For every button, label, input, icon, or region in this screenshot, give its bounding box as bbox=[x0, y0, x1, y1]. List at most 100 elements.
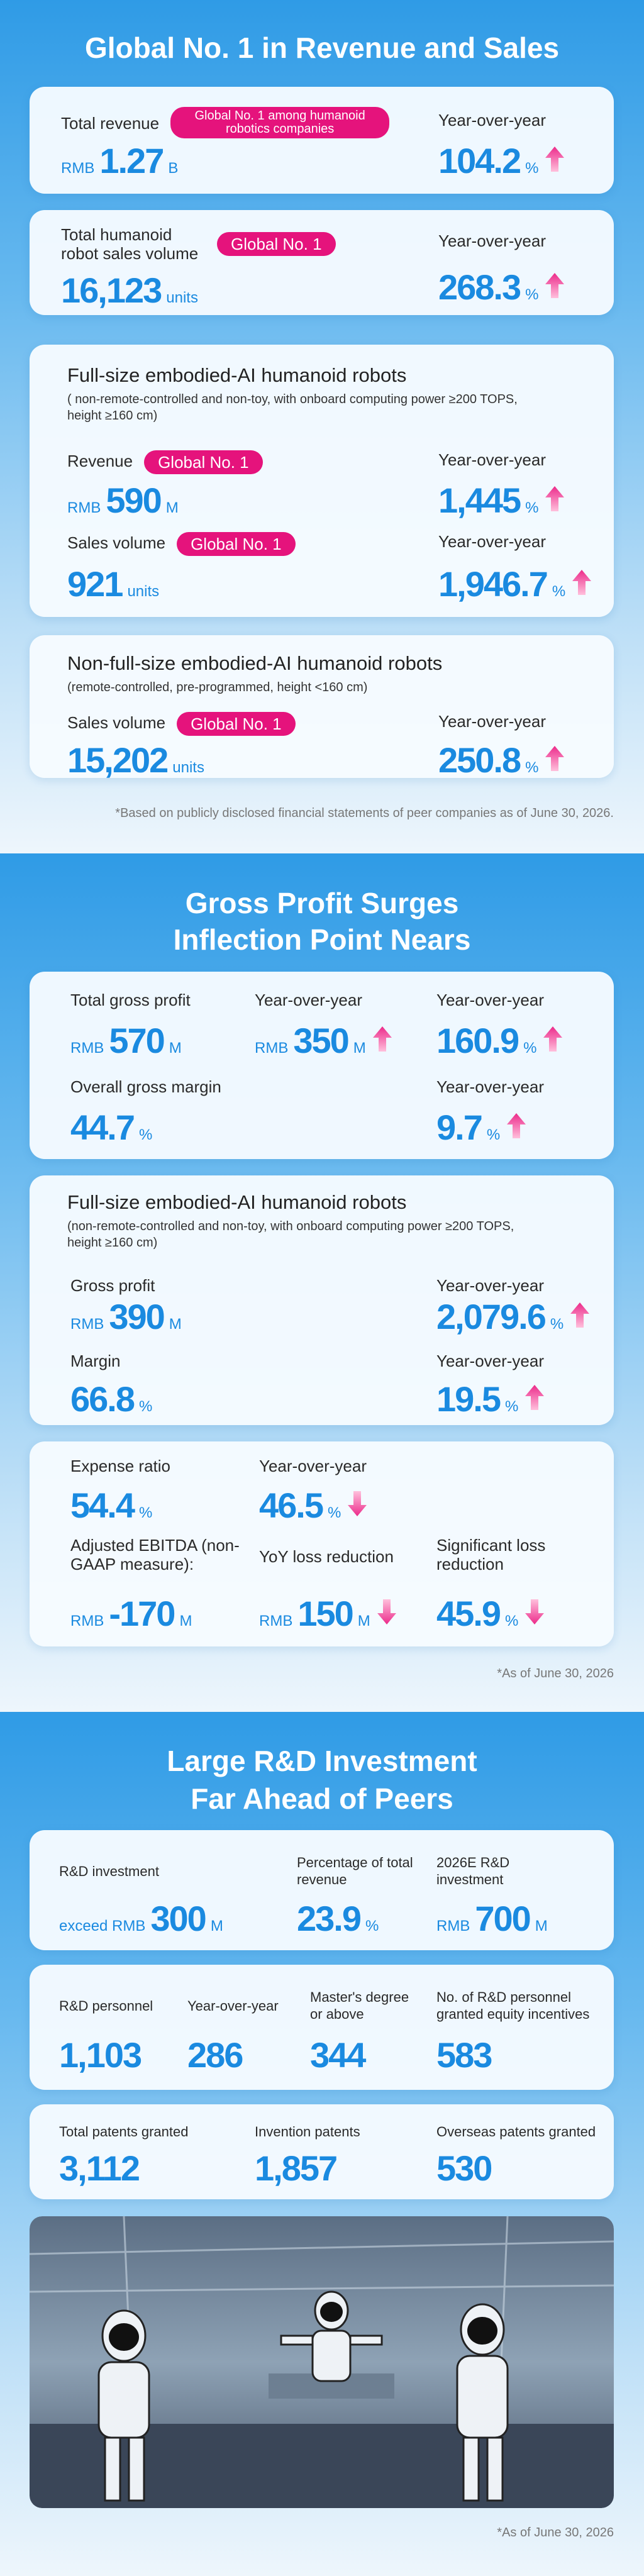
value-unit: units bbox=[172, 759, 204, 776]
arrow-up bbox=[570, 1302, 590, 1328]
value-prefix: exceed RMB bbox=[59, 1918, 146, 1935]
value-number: 1.27 bbox=[99, 141, 164, 180]
metric-label: Sales volume Global No. 1 bbox=[67, 712, 419, 736]
robot-photo bbox=[30, 2216, 614, 2508]
metric-value: RMB 350 M bbox=[255, 1020, 392, 1060]
label-text: Invention patents bbox=[255, 2124, 360, 2140]
value-unit: % bbox=[486, 1126, 501, 1143]
arrow-up bbox=[545, 486, 565, 511]
value-number: 54.4 bbox=[70, 1485, 135, 1525]
label-text: Total humanoid robot sales volume bbox=[61, 225, 199, 263]
card: R&D personnel 1,103 Year-over-year 286 Maste… bbox=[30, 1965, 614, 2090]
value-number: -170 bbox=[109, 1594, 175, 1633]
metric-label: Year-over-year bbox=[436, 1352, 606, 1370]
label-text: Year-over-year bbox=[438, 111, 547, 130]
value-number: 104.2 bbox=[438, 141, 521, 180]
value-unit: % bbox=[552, 583, 566, 600]
value-number: 23.9 bbox=[297, 1899, 362, 1938]
value-number: 46.5 bbox=[259, 1485, 324, 1525]
value-unit: % bbox=[139, 1398, 153, 1415]
metric-value: 15,202 units bbox=[67, 740, 204, 780]
metric-value: 66.8% bbox=[70, 1379, 153, 1419]
value-number: 3,112 bbox=[59, 2148, 140, 2188]
metric-label: Gross profit bbox=[70, 1276, 385, 1295]
value-prefix: RMB bbox=[70, 1040, 104, 1057]
footnote: *Based on publicly disclosed financial s… bbox=[115, 806, 614, 820]
card-subtitle: ( non-remote-controlled and non-toy, wit… bbox=[67, 392, 518, 423]
value-unit: units bbox=[166, 289, 198, 306]
label-text: Year-over-year bbox=[438, 532, 547, 551]
value-prefix: RMB bbox=[70, 1613, 104, 1629]
value-number: 66.8 bbox=[70, 1379, 135, 1419]
arrow-up bbox=[572, 570, 592, 595]
value-unit: % bbox=[525, 160, 539, 177]
metric-value: 286 bbox=[187, 2035, 243, 2075]
label-text: Expense ratio bbox=[70, 1457, 170, 1475]
label-text: Year-over-year bbox=[436, 991, 545, 1009]
value-number: 921 bbox=[67, 564, 123, 604]
metric-value: 344 bbox=[310, 2035, 366, 2075]
metric-value: 44.7% bbox=[70, 1107, 152, 1147]
label-text: Revenue bbox=[67, 451, 133, 470]
arrow-up bbox=[545, 273, 565, 298]
metric-label: Year-over-year bbox=[436, 1276, 606, 1295]
footnote: *As of June 30, 2026 bbox=[497, 1667, 614, 1680]
metric-value: RMB 570 M bbox=[70, 1020, 182, 1060]
metric-label: Margin bbox=[70, 1352, 385, 1370]
metric-value: 160.9% bbox=[436, 1020, 563, 1060]
metric-value: 9.7% bbox=[436, 1107, 526, 1147]
value-unit: % bbox=[525, 499, 539, 516]
metric-label: Year-over-year bbox=[438, 111, 608, 130]
metric-label: R&D investment bbox=[59, 1863, 185, 1880]
value-unit: M bbox=[169, 1316, 182, 1333]
metric-label: Year-over-year bbox=[438, 532, 608, 551]
card-subtitle: (non-remote-controlled and non-toy, with… bbox=[67, 1219, 514, 1250]
value-number: 16,123 bbox=[61, 270, 162, 310]
card-title: Non-full-size embodied-AI humanoid robot… bbox=[67, 652, 443, 674]
value-number: 19.5 bbox=[436, 1379, 501, 1419]
value-unit: % bbox=[139, 1504, 153, 1521]
value-number: 1,103 bbox=[59, 2035, 142, 2075]
value-unit: % bbox=[523, 1040, 537, 1057]
metric-value: 583 bbox=[436, 2035, 492, 2075]
arrow-down bbox=[377, 1599, 396, 1624]
metric-value: 250.8% bbox=[438, 740, 565, 780]
value-unit: M bbox=[179, 1613, 192, 1629]
label-text: Total revenue bbox=[61, 113, 160, 133]
metric-label: Total revenue Global No. 1 among humanoid… bbox=[61, 107, 426, 138]
metric-value: 3,112 bbox=[59, 2148, 140, 2188]
arrow-up bbox=[543, 1026, 563, 1052]
metric-value: RMB 590 M bbox=[67, 480, 179, 520]
value-prefix: RMB bbox=[67, 499, 101, 516]
label-text: Margin bbox=[70, 1352, 121, 1370]
value-unit: % bbox=[365, 1918, 379, 1935]
section-title: Inflection Point Nears bbox=[173, 923, 471, 956]
label-text: Overall gross margin bbox=[70, 1077, 221, 1096]
value-unit: % bbox=[505, 1613, 519, 1629]
metric-label: Overall gross margin bbox=[70, 1077, 385, 1096]
label-text: R&D personnel bbox=[59, 1998, 153, 2014]
arrow-up bbox=[372, 1026, 392, 1052]
value-unit: M bbox=[357, 1613, 370, 1629]
label-text: Master's degree or above bbox=[310, 1989, 409, 2022]
metric-label: Overseas patents granted bbox=[436, 2123, 613, 2140]
badge: Global No. 1 bbox=[177, 712, 296, 736]
badge: Global No. 1 bbox=[177, 532, 296, 556]
metric-label: 2026E R&D investment bbox=[436, 1854, 575, 1888]
label-text: Year-over-year bbox=[436, 1077, 545, 1096]
metric-label: Year-over-year bbox=[436, 991, 606, 1009]
metric-value: RMB 150 M bbox=[259, 1593, 397, 1633]
value-prefix: RMB bbox=[255, 1040, 289, 1057]
label-text: 2026E R&D investment bbox=[436, 1855, 510, 1887]
value-number: 1,946.7 bbox=[438, 564, 548, 604]
value-number: 286 bbox=[187, 2035, 243, 2075]
value-number: 583 bbox=[436, 2035, 492, 2075]
value-number: 9.7 bbox=[436, 1108, 483, 1147]
metric-label: Year-over-year bbox=[438, 231, 608, 250]
label-text: Significant loss reduction bbox=[436, 1536, 546, 1574]
metric-value: RMB -170 M bbox=[70, 1593, 192, 1633]
value-number: 700 bbox=[475, 1899, 531, 1938]
section-title: Global No. 1 in Revenue and Sales bbox=[84, 31, 560, 64]
